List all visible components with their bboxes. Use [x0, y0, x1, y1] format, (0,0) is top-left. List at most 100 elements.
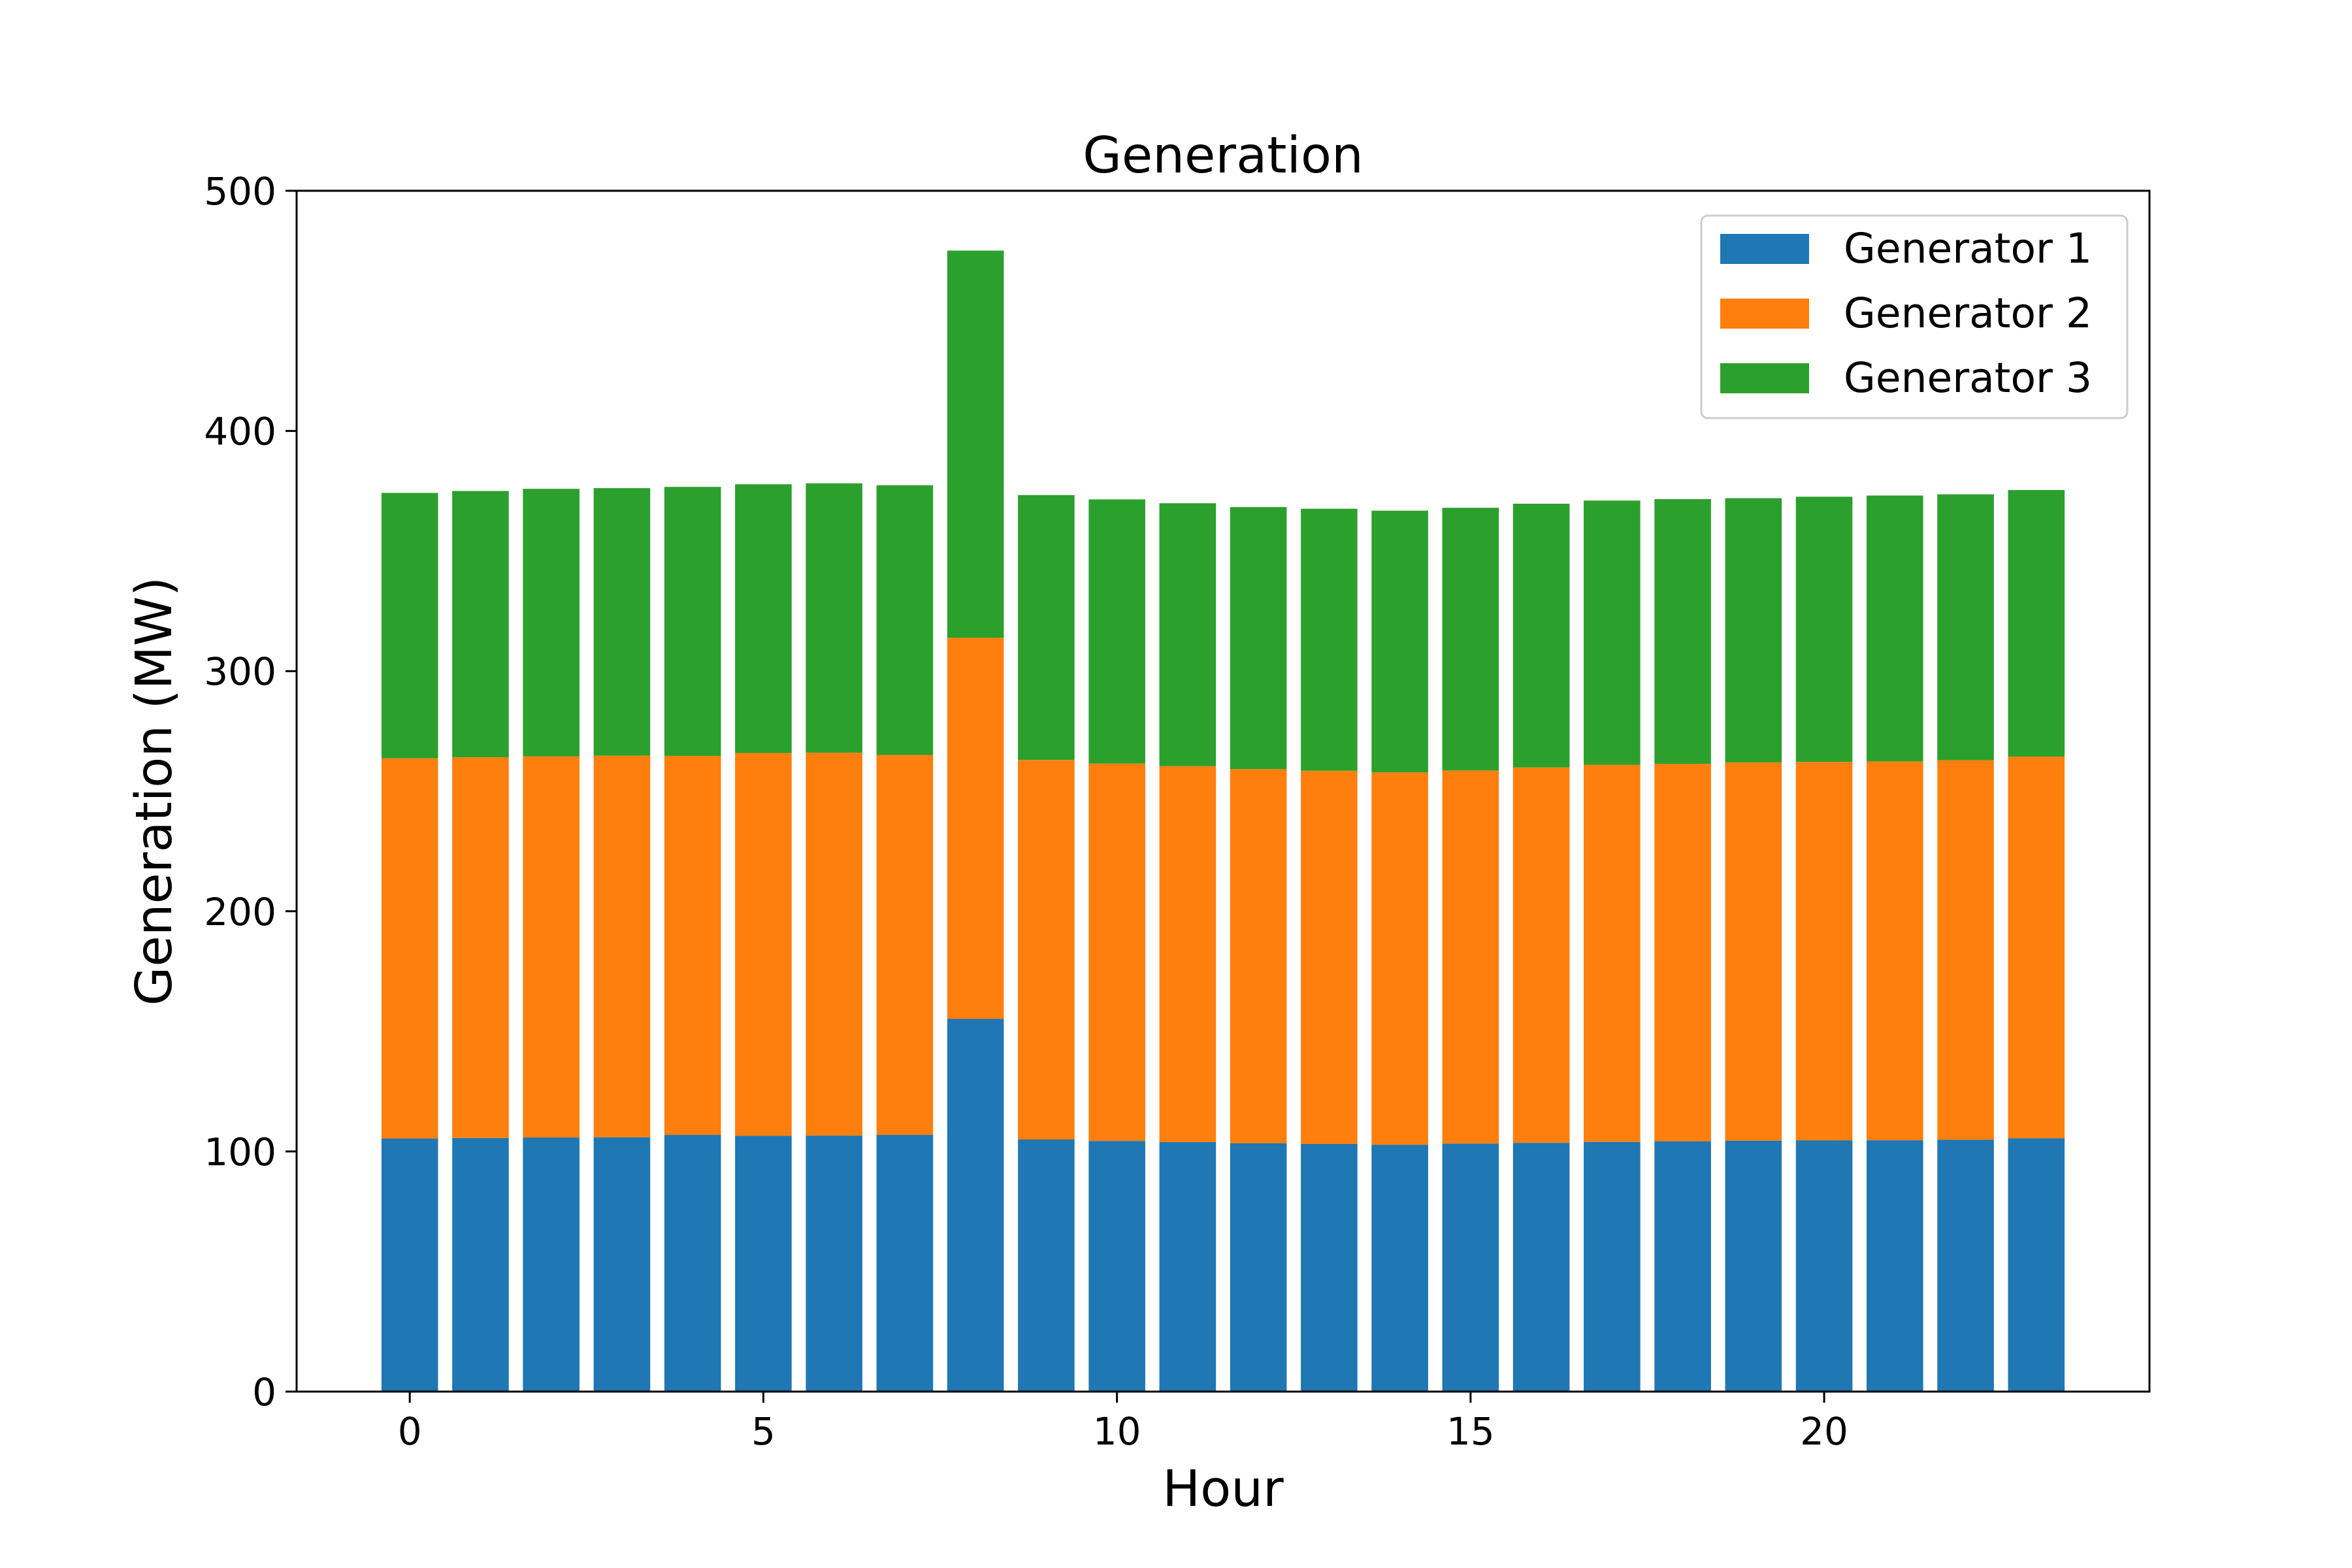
bar-generator-1-hour-22 [1937, 1139, 1994, 1392]
bar-generator-1-hour-23 [2008, 1138, 2065, 1392]
bar-generator-2-hour-21 [1867, 761, 1923, 1141]
y-tick-label: 100 [204, 1130, 276, 1174]
bar-generator-3-hour-21 [1867, 495, 1923, 762]
bar-generator-2-hour-14 [1371, 772, 1428, 1145]
y-axis-label: Generation (MW) [125, 577, 184, 1006]
bar-generator-1-hour-5 [735, 1135, 792, 1392]
bar-generator-3-hour-15 [1442, 508, 1499, 771]
legend-swatch-generator-2 [1720, 299, 1809, 329]
y-tick-label: 200 [204, 890, 276, 934]
bar-generator-3-hour-12 [1230, 507, 1287, 770]
bar-generator-2-hour-2 [523, 756, 580, 1138]
legend-swatch-generator-3 [1720, 363, 1809, 393]
legend-label-generator-2: Generator 2 [1844, 289, 2092, 337]
bar-generator-3-hour-4 [664, 487, 721, 756]
bar-generator-2-hour-20 [1795, 762, 1853, 1141]
legend-label-generator-3: Generator 3 [1844, 354, 2092, 402]
legend-item-generator-2: Generator 2 [1720, 289, 2092, 337]
bar-generator-1-hour-2 [523, 1137, 580, 1392]
bar-generator-2-hour-9 [1018, 760, 1075, 1140]
bar-generator-1-hour-16 [1512, 1143, 1570, 1392]
bar-generator-3-hour-6 [806, 483, 862, 753]
legend-item-generator-3: Generator 3 [1720, 354, 2092, 402]
y-tick-label: 0 [252, 1370, 276, 1414]
bar-generator-1-hour-1 [452, 1137, 509, 1392]
bar-generator-1-hour-10 [1088, 1141, 1145, 1392]
bar-generator-1-hour-21 [1867, 1140, 1923, 1392]
legend: Generator 1 Generator 2 Generator 3 [1700, 214, 2129, 419]
bar-generator-2-hour-17 [1584, 764, 1641, 1142]
x-tick-label: 0 [398, 1409, 422, 1454]
bar-generator-2-hour-18 [1654, 764, 1711, 1141]
y-tick-label: 300 [204, 649, 276, 694]
legend-swatch-generator-1 [1720, 234, 1809, 264]
bar-generator-1-hour-20 [1795, 1140, 1853, 1392]
bar-generator-3-hour-11 [1159, 503, 1217, 766]
x-axis-label: Hour [1162, 1460, 1284, 1518]
bar-generator-2-hour-16 [1512, 767, 1570, 1143]
bar-generator-2-hour-13 [1301, 770, 1358, 1144]
bar-generator-3-hour-17 [1584, 500, 1641, 765]
x-tick-label: 5 [751, 1409, 776, 1454]
bar-generator-1-hour-14 [1371, 1145, 1428, 1392]
bar-generator-2-hour-10 [1088, 763, 1145, 1141]
bar-generator-3-hour-3 [593, 488, 651, 756]
bar-generator-1-hour-13 [1301, 1144, 1358, 1392]
bar-generator-2-hour-15 [1442, 770, 1499, 1144]
bar-generator-3-hour-18 [1654, 499, 1711, 764]
bar-generator-1-hour-4 [664, 1135, 721, 1392]
bar-generator-1-hour-17 [1584, 1141, 1641, 1392]
x-axis: 0 5 10 15 20 [398, 1392, 1848, 1454]
bar-generator-2-hour-11 [1159, 766, 1217, 1143]
y-tick-label: 400 [204, 410, 276, 454]
legend-label-generator-1: Generator 1 [1844, 225, 2092, 272]
bar-generator-2-hour-0 [381, 758, 438, 1139]
x-tick-label: 15 [1446, 1409, 1495, 1454]
bar-generator-2-hour-19 [1725, 762, 1782, 1141]
bar-generator-1-hour-19 [1725, 1140, 1782, 1392]
bar-generator-2-hour-6 [806, 753, 862, 1136]
bar-generator-3-hour-1 [452, 491, 509, 758]
legend-item-generator-1: Generator 1 [1720, 225, 2092, 272]
bar-generator-2-hour-8 [947, 638, 1004, 1019]
chart-title: Generation [1083, 127, 1364, 185]
bar-generator-3-hour-9 [1018, 495, 1075, 760]
bar-generator-2-hour-22 [1937, 760, 1994, 1140]
bar-generator-3-hour-5 [735, 484, 792, 753]
bar-generator-3-hour-20 [1795, 497, 1853, 762]
bar-generator-3-hour-13 [1301, 508, 1358, 771]
bars-group [381, 250, 2065, 1392]
bar-generator-3-hour-8 [947, 250, 1004, 638]
bar-generator-3-hour-14 [1371, 510, 1428, 773]
x-tick-label: 20 [1800, 1409, 1848, 1454]
bar-generator-1-hour-12 [1230, 1143, 1287, 1392]
y-tick-label: 500 [204, 169, 276, 214]
bar-generator-3-hour-10 [1088, 499, 1145, 764]
bar-generator-3-hour-7 [876, 485, 934, 755]
bar-generator-2-hour-1 [452, 757, 509, 1138]
bar-generator-1-hour-8 [947, 1019, 1004, 1392]
bar-generator-2-hour-3 [593, 755, 651, 1137]
bar-generator-1-hour-0 [381, 1138, 438, 1392]
bar-generator-1-hour-3 [593, 1137, 651, 1392]
bar-generator-1-hour-11 [1159, 1142, 1217, 1392]
bar-generator-2-hour-7 [876, 755, 934, 1135]
bar-generator-3-hour-16 [1512, 503, 1570, 768]
y-axis: 0 100 200 300 400 500 [204, 169, 297, 1414]
x-tick-label: 10 [1093, 1409, 1141, 1454]
bar-generator-1-hour-15 [1442, 1143, 1499, 1392]
bar-generator-1-hour-6 [806, 1135, 862, 1392]
bar-generator-2-hour-5 [735, 753, 792, 1136]
bar-generator-3-hour-22 [1937, 494, 1994, 760]
bar-generator-2-hour-4 [664, 755, 721, 1135]
bar-generator-2-hour-12 [1230, 769, 1287, 1143]
bar-generator-3-hour-2 [523, 489, 580, 757]
bar-generator-3-hour-19 [1725, 498, 1782, 762]
bar-generator-3-hour-23 [2008, 490, 2065, 757]
bar-generator-1-hour-18 [1654, 1141, 1711, 1392]
bar-generator-1-hour-7 [876, 1135, 934, 1392]
bar-generator-3-hour-0 [381, 493, 438, 759]
bar-generator-2-hour-23 [2008, 757, 2065, 1139]
bar-generator-1-hour-9 [1018, 1139, 1075, 1392]
